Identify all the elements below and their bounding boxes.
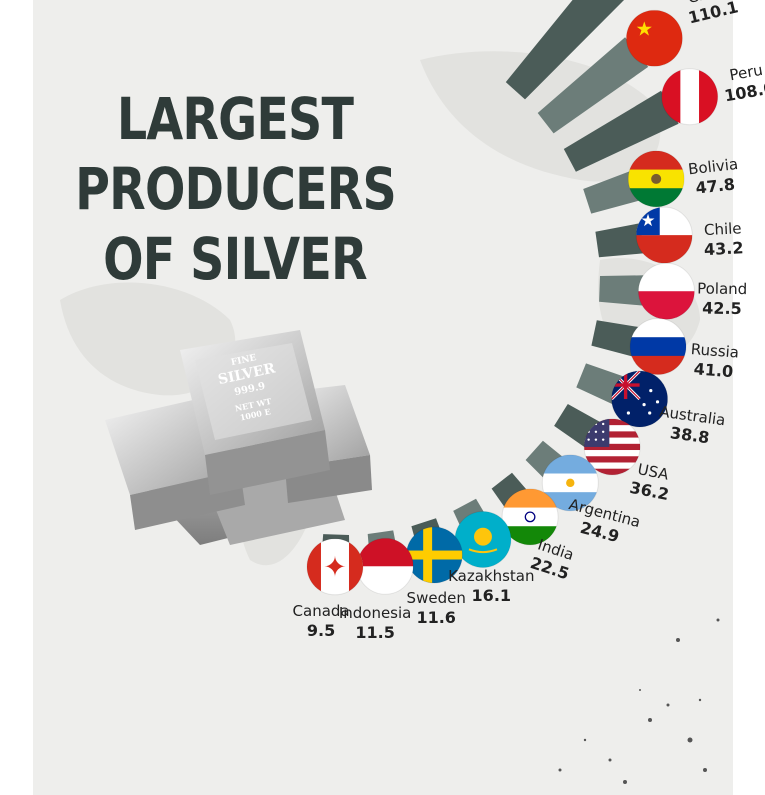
title-line-3: OF SILVER (103, 225, 368, 293)
peru-flag-icon (661, 68, 719, 126)
title-line-2: PRODUCERS (75, 155, 397, 223)
russia-flag-icon (629, 318, 687, 376)
category-label-sweden: Sweden (407, 589, 466, 607)
svg-text:✦: ✦ (323, 551, 346, 584)
category-label-russia: Russia (690, 340, 739, 361)
value-label-bolivia: 47.8 (695, 174, 736, 197)
bar-peru (563, 90, 679, 172)
india-flag-icon (501, 488, 559, 546)
value-label-peru: 108.0 (723, 78, 765, 105)
category-label-peru: Peru (728, 61, 764, 84)
category-label-chile: Chile (704, 219, 742, 239)
value-label-indonesia: 11.5 (355, 623, 394, 642)
bar-kazakhstan (453, 498, 485, 527)
svg-text:★: ★ (636, 17, 654, 40)
bar-china (537, 37, 649, 134)
category-label-canada: Canada (293, 602, 350, 620)
label-group: Mexico185.7China110.1Peru108.0Bolivia47.… (293, 0, 765, 642)
value-label-australia: 38.8 (669, 423, 711, 447)
value-label-poland: 42.5 (702, 299, 742, 318)
bar-poland (599, 275, 645, 306)
indonesia-flag-icon (356, 537, 414, 595)
category-label-usa: USA (636, 460, 671, 484)
poland-flag-icon (637, 262, 695, 320)
category-label-poland: Poland (697, 279, 747, 298)
category-label-bolivia: Bolivia (687, 155, 739, 178)
bar-mexico (505, 0, 625, 100)
chile-flag-icon: ★ (635, 206, 693, 264)
silver-ingots-image: FINE SILVER 999.9 NET WT 1000 E (105, 330, 372, 545)
value-label-sweden: 11.6 (416, 608, 455, 627)
bolivia-flag-icon (627, 150, 685, 208)
value-label-canada: 9.5 (307, 621, 335, 640)
value-label-chile: 43.2 (704, 238, 744, 259)
title-line-1: LARGEST (116, 85, 354, 153)
svg-text:★: ★ (640, 210, 655, 230)
canada-flag-icon: ✦ (306, 538, 364, 596)
australia-flag-icon (611, 370, 669, 428)
value-label-kazakhstan: 16.1 (472, 586, 511, 605)
usa-flag-icon (583, 418, 641, 476)
bar-india (491, 472, 528, 508)
value-label-russia: 41.0 (693, 359, 734, 381)
bar-bolivia (583, 171, 640, 214)
speckle-decoration (558, 618, 720, 784)
category-label-kazakhstan: Kazakhstan (448, 567, 534, 585)
category-label-indonesia: Indonesia (339, 604, 412, 622)
kazakhstan-flag-icon (454, 511, 512, 569)
bar-chile (595, 223, 645, 258)
bar-argentina (525, 440, 564, 479)
argentina-flag-icon (541, 454, 599, 512)
china-flag-icon: ★ (625, 9, 683, 67)
bar-russia (591, 320, 640, 357)
